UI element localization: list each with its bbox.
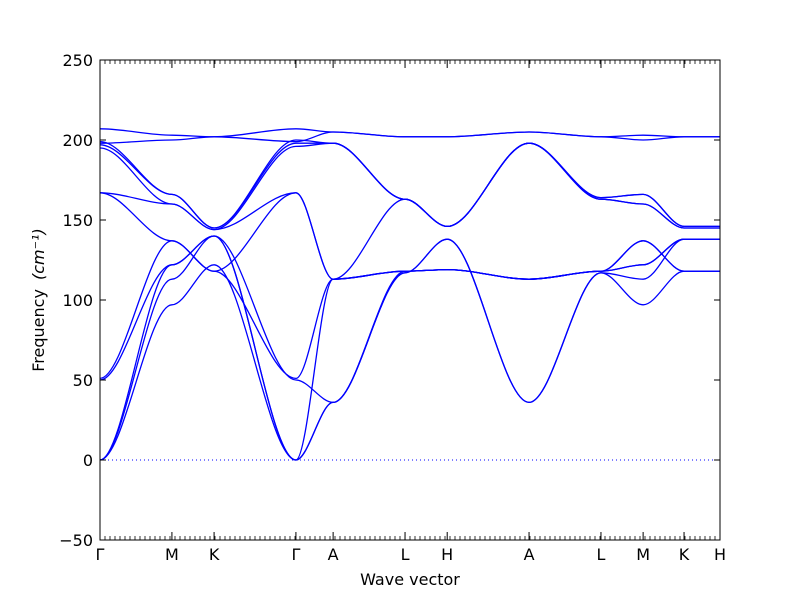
x-tick-label: K	[679, 545, 690, 564]
y-tick-label: 150	[62, 211, 93, 230]
y-axis-label: Frequency (cm⁻¹)	[29, 228, 48, 371]
x-tick-label: Γ	[291, 545, 300, 564]
phonon-branch-2	[99, 235, 720, 461]
x-tick-label: H	[441, 545, 453, 564]
series-layer	[99, 128, 721, 461]
x-tick-label: A	[328, 545, 339, 564]
x-tick-label: M	[636, 545, 650, 564]
y-axis-label-unit: (cm⁻¹)	[29, 228, 48, 280]
tick-label-layer: −50 0 50 100 150 200 250 Γ M K Γ A L H A L M K H	[59, 51, 726, 564]
y-tick-label: 0	[83, 451, 93, 470]
y-tick-label: 200	[62, 131, 93, 150]
plot-frame	[99, 59, 721, 541]
phonon-branch-10	[99, 139, 720, 229]
x-tick-label: L	[596, 545, 605, 564]
x-tick-label: H	[714, 545, 726, 564]
y-tick-label: 50	[73, 371, 93, 390]
y-tick-label: 250	[62, 51, 93, 70]
y-tick-label: 100	[62, 291, 93, 310]
x-tick-label: A	[524, 545, 535, 564]
y-axis-label-text: Frequency	[29, 289, 48, 372]
y-tick-label: −50	[59, 531, 93, 550]
x-tick-label: K	[209, 545, 220, 564]
x-tick-label: M	[165, 545, 179, 564]
x-axis-label: Wave vector	[360, 570, 460, 589]
x-tick-label: Γ	[96, 545, 105, 564]
x-tick-label: L	[401, 545, 410, 564]
phonon-branch-12	[99, 128, 721, 138]
phonon-branch-6	[99, 192, 720, 280]
